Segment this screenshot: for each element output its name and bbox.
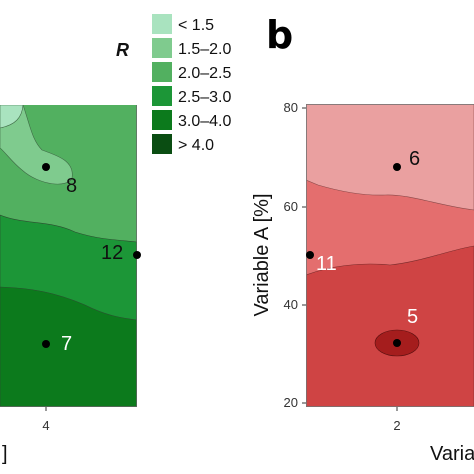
y-tick: 80 bbox=[284, 100, 298, 115]
legend: R < 1.5 1.5–2.0 2.0–2.5 2.5–3.0 3.0–4.0 … bbox=[116, 14, 231, 154]
legend-item: 1.5–2.0 bbox=[152, 38, 231, 58]
region-3.0-4.0 bbox=[0, 286, 137, 407]
point-label-5: 5 bbox=[407, 306, 418, 328]
point-label-12: 12 bbox=[101, 242, 123, 264]
legend-title: R bbox=[116, 40, 129, 60]
region-dark-red bbox=[306, 245, 474, 407]
x-tick-a: 4 bbox=[42, 418, 49, 433]
point-6 bbox=[393, 163, 401, 171]
legend-swatch bbox=[152, 86, 172, 106]
point-label-6: 6 bbox=[409, 148, 420, 170]
point-5 bbox=[393, 339, 401, 347]
legend-swatch bbox=[152, 134, 172, 154]
region-1.5-2.0-top bbox=[0, 105, 24, 129]
point-label-7: 7 bbox=[61, 333, 72, 355]
legend-label: 2.5–3.0 bbox=[178, 89, 231, 106]
x-axis-title-b: Varia bbox=[430, 443, 474, 465]
legend-item: 3.0–4.0 bbox=[152, 110, 231, 130]
legend-item: > 4.0 bbox=[152, 134, 214, 154]
legend-swatch bbox=[152, 14, 172, 34]
panel-label-b: b bbox=[266, 13, 293, 57]
y-tick: 20 bbox=[284, 395, 298, 410]
x-tick-b: 2 bbox=[393, 418, 400, 433]
legend-swatch bbox=[152, 62, 172, 82]
y-tick: 40 bbox=[284, 297, 298, 312]
legend-item: < 1.5 bbox=[152, 14, 214, 34]
legend-label: > 4.0 bbox=[178, 137, 214, 154]
legend-label: < 1.5 bbox=[178, 17, 214, 34]
point-11 bbox=[306, 251, 314, 259]
region-light-red bbox=[306, 104, 474, 211]
point-label-11: 11 bbox=[316, 253, 337, 275]
panel-b bbox=[306, 104, 474, 407]
point-7 bbox=[42, 340, 50, 348]
y-axis-b: 80 60 40 20 bbox=[284, 100, 306, 410]
legend-label: 2.0–2.5 bbox=[178, 65, 231, 82]
legend-swatch bbox=[152, 110, 172, 130]
y-tick: 60 bbox=[284, 199, 298, 214]
region-1.5-2.0 bbox=[0, 105, 73, 185]
legend-label: 1.5–2.0 bbox=[178, 41, 231, 58]
point-label-8: 8 bbox=[66, 175, 77, 197]
point-8 bbox=[42, 163, 50, 171]
y-axis-title-b: Variable A [%] bbox=[251, 193, 273, 316]
legend-item: 2.5–3.0 bbox=[152, 86, 231, 106]
point-12 bbox=[133, 251, 141, 259]
legend-swatch bbox=[152, 38, 172, 58]
legend-label: 3.0–4.0 bbox=[178, 113, 231, 130]
x-axis-fragment-a: ] bbox=[2, 443, 8, 465]
panel-a bbox=[0, 105, 137, 407]
legend-item: 2.0–2.5 bbox=[152, 62, 231, 82]
